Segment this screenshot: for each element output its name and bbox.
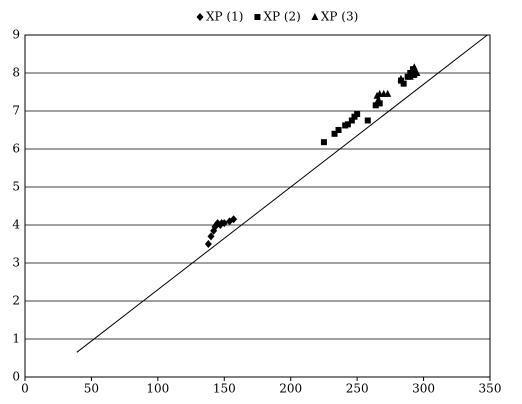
y-tick-label: 1 bbox=[12, 332, 20, 346]
x-tick-label: 200 bbox=[279, 382, 302, 396]
x-tick-label: 300 bbox=[412, 382, 435, 396]
y-tick-label: 3 bbox=[12, 256, 20, 270]
x-tick-label: 150 bbox=[213, 382, 236, 396]
x-tick-label: 100 bbox=[146, 382, 169, 396]
point bbox=[410, 63, 418, 71]
point bbox=[400, 80, 407, 87]
y-tick-label: 7 bbox=[12, 104, 20, 118]
point bbox=[207, 232, 215, 241]
legend-label: XP (3) bbox=[321, 10, 358, 24]
point bbox=[364, 117, 371, 124]
y-tick-label: 5 bbox=[12, 180, 20, 194]
point bbox=[230, 215, 238, 224]
legend: XP (1) XP (2) XP (3) bbox=[196, 10, 358, 24]
x-tick-label: 350 bbox=[479, 382, 502, 396]
y-tick-label: 0 bbox=[12, 370, 20, 384]
legend-marker bbox=[196, 13, 204, 21]
point bbox=[220, 219, 228, 228]
point bbox=[374, 95, 382, 103]
x-tick-label: 250 bbox=[346, 382, 369, 396]
point bbox=[335, 127, 342, 133]
x-tick-label: 0 bbox=[21, 382, 29, 396]
point bbox=[204, 240, 212, 248]
legend-label: XP (2) bbox=[263, 10, 300, 24]
reference-line bbox=[76, 34, 488, 353]
legend-marker bbox=[311, 13, 319, 20]
legend-marker bbox=[254, 14, 261, 20]
point bbox=[413, 69, 421, 76]
y-tick-label: 2 bbox=[12, 294, 20, 308]
point bbox=[354, 111, 361, 118]
point bbox=[397, 74, 405, 82]
y-tick-label: 8 bbox=[12, 66, 20, 80]
point bbox=[408, 70, 416, 78]
point bbox=[384, 89, 392, 97]
point bbox=[409, 67, 417, 75]
y-tick-label: 4 bbox=[12, 218, 20, 232]
point bbox=[320, 139, 327, 146]
legend-label: XP (1) bbox=[206, 10, 243, 24]
y-tick-label: 6 bbox=[12, 142, 20, 156]
x-tick-label: 50 bbox=[84, 382, 99, 396]
y-tick-label: 9 bbox=[12, 28, 20, 42]
